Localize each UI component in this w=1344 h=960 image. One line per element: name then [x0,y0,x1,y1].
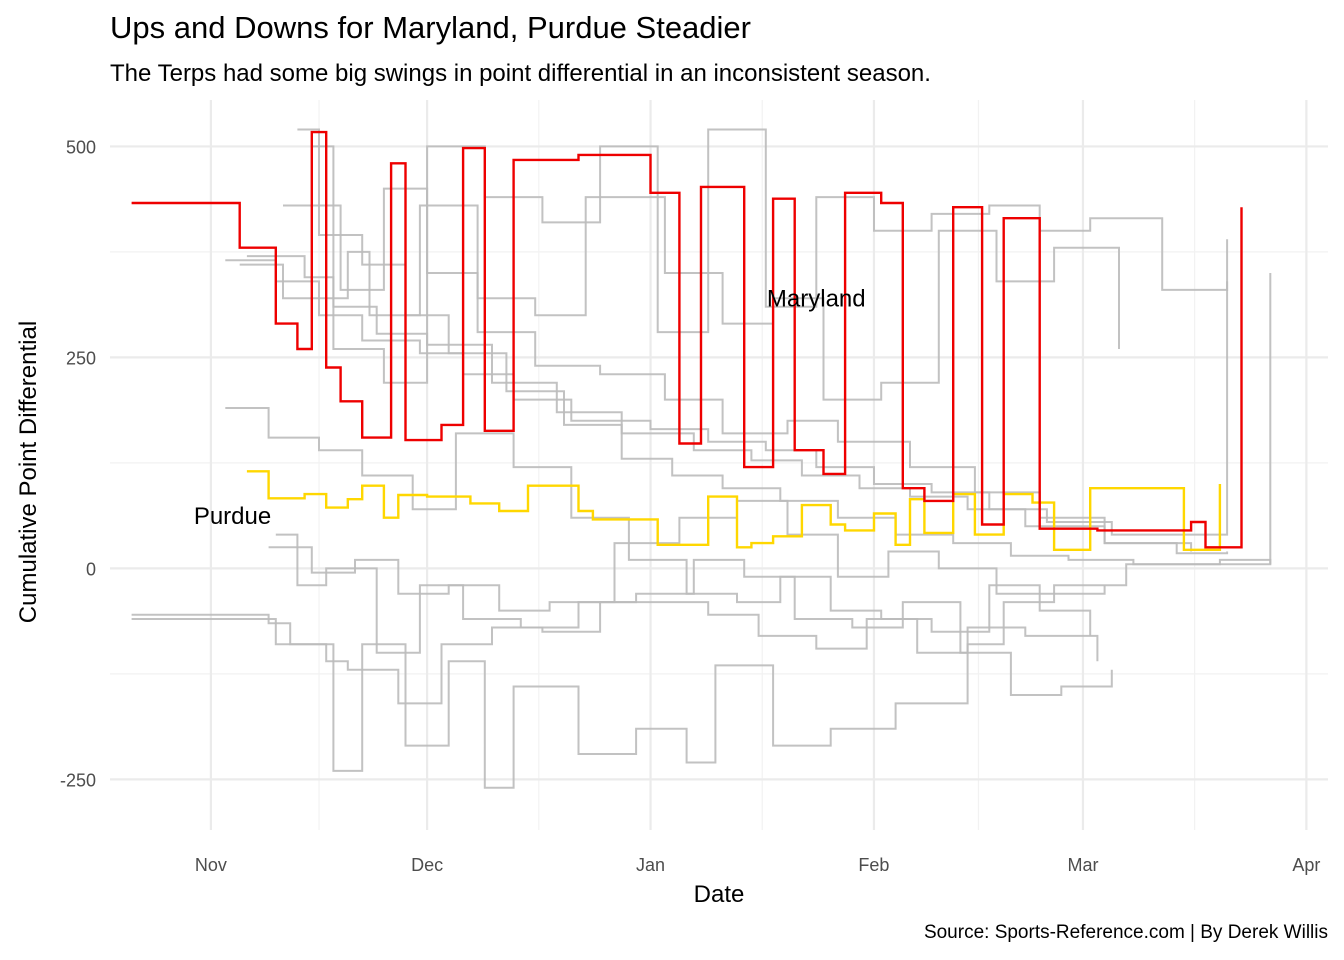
chart-caption: Source: Sports-Reference.com | By Derek … [923,922,1328,943]
x-tick-label: Jan [636,855,665,875]
background-team-line [225,239,1229,536]
background-team-line [297,128,1272,566]
minor-gridlines [110,100,1328,830]
background-team-line [225,407,1092,636]
y-tick-label: 500 [66,137,96,157]
chart-title: Ups and Downs for Maryland, Purdue Stead… [110,10,751,45]
x-axis-title: Date [694,881,745,908]
x-tick-label: Feb [858,855,889,875]
annotation-purdue: Purdue [194,503,271,530]
chart-subtitle: The Terps had some big swings in point d… [110,60,931,87]
y-axis-title: Cumulative Point Differential [15,321,42,623]
x-tick-label: Nov [195,855,227,875]
x-tick-labels: Nov Dec Jan Feb Mar Apr [195,855,1320,875]
purdue-line [246,470,1222,551]
background-team-line [268,499,1272,612]
background-team-line [275,533,1113,696]
highlight-series-group [131,130,1243,551]
annotations-group: Maryland Purdue [194,285,866,530]
background-team-line [131,601,1099,705]
y-tick-label: 0 [86,559,96,579]
major-gridlines [110,100,1328,830]
x-tick-label: Apr [1292,855,1320,875]
background-team-line [283,187,1120,401]
background-team-line [246,255,1229,555]
annotation-maryland: Maryland [767,285,866,312]
y-tick-label: 250 [66,348,96,368]
y-tick-labels: -250 0 250 500 [60,137,96,790]
x-tick-label: Mar [1067,855,1098,875]
x-tick-label: Dec [411,855,443,875]
y-tick-label: -250 [60,770,96,790]
background-team-line [239,204,1193,552]
background-team-line [131,585,1106,789]
maryland-line [131,130,1243,549]
